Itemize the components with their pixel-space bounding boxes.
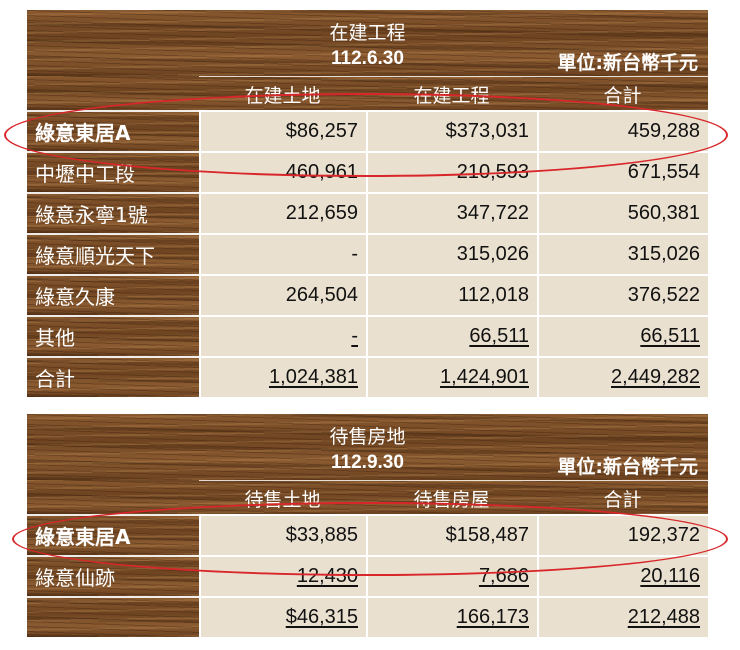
cell-value: 1,424,901 bbox=[366, 356, 537, 397]
table-unit: 單位:新台幣千元 bbox=[557, 456, 698, 478]
cell-text: - bbox=[351, 325, 358, 347]
cell-value: 671,554 bbox=[537, 151, 708, 192]
header-blank bbox=[27, 76, 199, 110]
table-title: 在建工程 bbox=[329, 22, 406, 44]
cell-value: 66,511 bbox=[366, 315, 537, 356]
cell-text: 166,173 bbox=[456, 606, 529, 628]
column-header-row: 待售土地 待售房屋 合計 bbox=[27, 480, 708, 514]
cell-value: $33,885 bbox=[199, 514, 366, 555]
cell-text: 66,511 bbox=[469, 325, 529, 347]
column-header: 在建工程 bbox=[366, 76, 537, 110]
cell-text: 7,686 bbox=[478, 565, 529, 587]
cell-value: 376,522 bbox=[537, 274, 708, 315]
table-title-bar: 在建工程 112.6.30 單位:新台幣千元 bbox=[27, 10, 708, 76]
cell-value: 560,381 bbox=[537, 192, 708, 233]
header-blank bbox=[27, 480, 199, 514]
construction-in-progress-table: 在建工程 112.6.30 單位:新台幣千元 在建土地 在建工程 合計 綠意東居… bbox=[27, 10, 708, 397]
cell-text: 1,424,901 bbox=[440, 366, 529, 388]
cell-value: 20,116 bbox=[537, 555, 708, 596]
table-row: 綠意仙跡 12,430 7,686 20,116 bbox=[27, 555, 708, 596]
table-row: 其他 - 66,511 66,511 bbox=[27, 315, 708, 356]
cell-value: 212,488 bbox=[537, 596, 708, 637]
cell-text: 2,449,282 bbox=[611, 366, 700, 388]
row-label: 綠意仙跡 bbox=[27, 555, 199, 596]
cell-value: - bbox=[199, 315, 366, 356]
cell-value: $46,315 bbox=[199, 596, 366, 637]
row-label: 綠意東居A bbox=[27, 110, 199, 151]
cell-text: 20,116 bbox=[640, 565, 700, 587]
table-row: 綠意順光天下 - 315,026 315,026 bbox=[27, 233, 708, 274]
row-label: 綠意東居A bbox=[27, 514, 199, 555]
cell-value: 12,430 bbox=[199, 555, 366, 596]
table-row: 中壢中工段 460,961 210,593 671,554 bbox=[27, 151, 708, 192]
cell-value: $158,487 bbox=[366, 514, 537, 555]
cell-value: 347,722 bbox=[366, 192, 537, 233]
cell-value: $373,031 bbox=[366, 110, 537, 151]
cell-value: 212,659 bbox=[199, 192, 366, 233]
cell-value: 459,288 bbox=[537, 110, 708, 151]
table-unit: 單位:新台幣千元 bbox=[557, 52, 698, 74]
table-row: 綠意久康 264,504 112,018 376,522 bbox=[27, 274, 708, 315]
cell-value: 66,511 bbox=[537, 315, 708, 356]
table-date: 112.6.30 bbox=[331, 48, 404, 69]
inventory-for-sale-table: 待售房地 112.9.30 單位:新台幣千元 待售土地 待售房屋 合計 綠意東居… bbox=[27, 414, 708, 637]
table-date: 112.9.30 bbox=[331, 452, 404, 473]
cell-value: 7,686 bbox=[366, 555, 537, 596]
row-label: 綠意久康 bbox=[27, 274, 199, 315]
cell-value: 166,173 bbox=[366, 596, 537, 637]
cell-text: 1,024,381 bbox=[269, 366, 358, 388]
column-header: 合計 bbox=[537, 76, 708, 110]
table-title: 待售房地 bbox=[329, 426, 406, 448]
column-header: 待售土地 bbox=[199, 480, 366, 514]
row-label: 綠意順光天下 bbox=[27, 233, 199, 274]
cell-value: - bbox=[199, 233, 366, 274]
row-label: 中壢中工段 bbox=[27, 151, 199, 192]
cell-value: 315,026 bbox=[537, 233, 708, 274]
cell-value: 460,961 bbox=[199, 151, 366, 192]
column-header: 在建土地 bbox=[199, 76, 366, 110]
cell-value: 210,593 bbox=[366, 151, 537, 192]
cell-value: 192,372 bbox=[537, 514, 708, 555]
table-total-row: 合計 1,024,381 1,424,901 2,449,282 bbox=[27, 356, 708, 397]
cell-value: 1,024,381 bbox=[199, 356, 366, 397]
cell-text: 212,488 bbox=[627, 606, 700, 628]
column-header: 待售房屋 bbox=[366, 480, 537, 514]
row-label bbox=[27, 596, 199, 637]
cell-value: 112,018 bbox=[366, 274, 537, 315]
row-label: 其他 bbox=[27, 315, 199, 356]
row-label: 綠意永寧1號 bbox=[27, 192, 199, 233]
table-title-bar: 待售房地 112.9.30 單位:新台幣千元 bbox=[27, 414, 708, 480]
cell-value: $86,257 bbox=[199, 110, 366, 151]
row-label: 合計 bbox=[27, 356, 199, 397]
column-header-row: 在建土地 在建工程 合計 bbox=[27, 76, 708, 110]
table-total-row: $46,315 166,173 212,488 bbox=[27, 596, 708, 637]
cell-value: 315,026 bbox=[366, 233, 537, 274]
table-row: 綠意東居A $33,885 $158,487 192,372 bbox=[27, 514, 708, 555]
table-row: 綠意東居A $86,257 $373,031 459,288 bbox=[27, 110, 708, 151]
cell-text: $46,315 bbox=[285, 606, 358, 628]
column-header: 合計 bbox=[537, 480, 708, 514]
table-row: 綠意永寧1號 212,659 347,722 560,381 bbox=[27, 192, 708, 233]
cell-text: 66,511 bbox=[640, 325, 700, 347]
cell-text: 12,430 bbox=[296, 565, 358, 587]
cell-value: 264,504 bbox=[199, 274, 366, 315]
cell-value: 2,449,282 bbox=[537, 356, 708, 397]
